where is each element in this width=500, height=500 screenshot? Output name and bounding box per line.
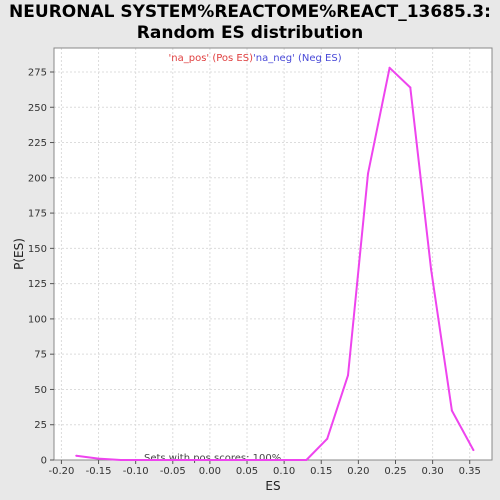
data-point: [346, 374, 349, 377]
y-tick-label: 275: [28, 67, 47, 78]
x-tick-label: -0.20: [48, 466, 74, 477]
x-tick-label: -0.15: [86, 466, 112, 477]
y-axis-label: P(ES): [12, 238, 26, 270]
data-point: [164, 459, 167, 461]
data-point: [430, 268, 433, 271]
data-point: [186, 459, 189, 461]
x-axis-label: ES: [265, 479, 280, 493]
data-point: [326, 437, 329, 440]
y-tick-label: 0: [41, 456, 47, 467]
y-tick-label: 75: [34, 350, 47, 361]
y-tick-label: 175: [28, 209, 47, 220]
plot-area: [54, 48, 492, 460]
data-point: [305, 459, 308, 461]
x-tick-label: 0.10: [273, 466, 295, 477]
data-point: [450, 409, 453, 412]
data-point: [231, 459, 234, 461]
y-tick-label: 150: [28, 244, 47, 255]
data-point: [119, 459, 122, 461]
x-tick-label: 0.25: [384, 466, 406, 477]
legend-item-neg: 'na_neg' (Neg ES): [253, 53, 342, 64]
y-tick-label: 25: [34, 420, 47, 431]
data-point: [388, 66, 391, 69]
x-tick-label: 0.35: [459, 466, 481, 477]
y-tick-label: 125: [28, 279, 47, 290]
data-point: [142, 459, 145, 461]
y-tick-label: 200: [28, 173, 47, 184]
data-point: [297, 459, 300, 461]
y-tick-label: 225: [28, 138, 47, 149]
x-tick-label: 0.15: [310, 466, 332, 477]
data-point: [472, 449, 475, 452]
data-point: [253, 459, 256, 461]
chart-title: NEURONAL SYSTEM%REACTOME%REACT_13685.3: …: [0, 2, 500, 44]
data-point: [409, 86, 412, 89]
chart-title-line1: NEURONAL SYSTEM%REACTOME%REACT_13685.3:: [9, 2, 491, 22]
data-point: [208, 459, 211, 461]
x-tick-label: 0.00: [199, 466, 221, 477]
x-tick-label: -0.10: [123, 466, 149, 477]
x-tick-label: -0.05: [160, 466, 186, 477]
x-tick-label: 0.05: [236, 466, 258, 477]
series-line: [76, 66, 475, 461]
data-point: [97, 457, 100, 460]
legend-item-pos: 'na_pos' (Pos ES): [169, 53, 254, 64]
y-tick-label: 250: [28, 103, 47, 114]
x-tick-label: 0.20: [347, 466, 369, 477]
annotation-pos-scores: Sets with pos scores: 100%: [144, 453, 281, 464]
x-tick-label: 0.30: [421, 466, 443, 477]
y-tick-label: 50: [34, 385, 47, 396]
chart-title-line2: Random ES distribution: [136, 23, 364, 43]
data-point: [367, 172, 370, 175]
data-point: [275, 459, 278, 461]
data-point: [75, 454, 78, 457]
y-tick-label: 100: [28, 314, 47, 325]
